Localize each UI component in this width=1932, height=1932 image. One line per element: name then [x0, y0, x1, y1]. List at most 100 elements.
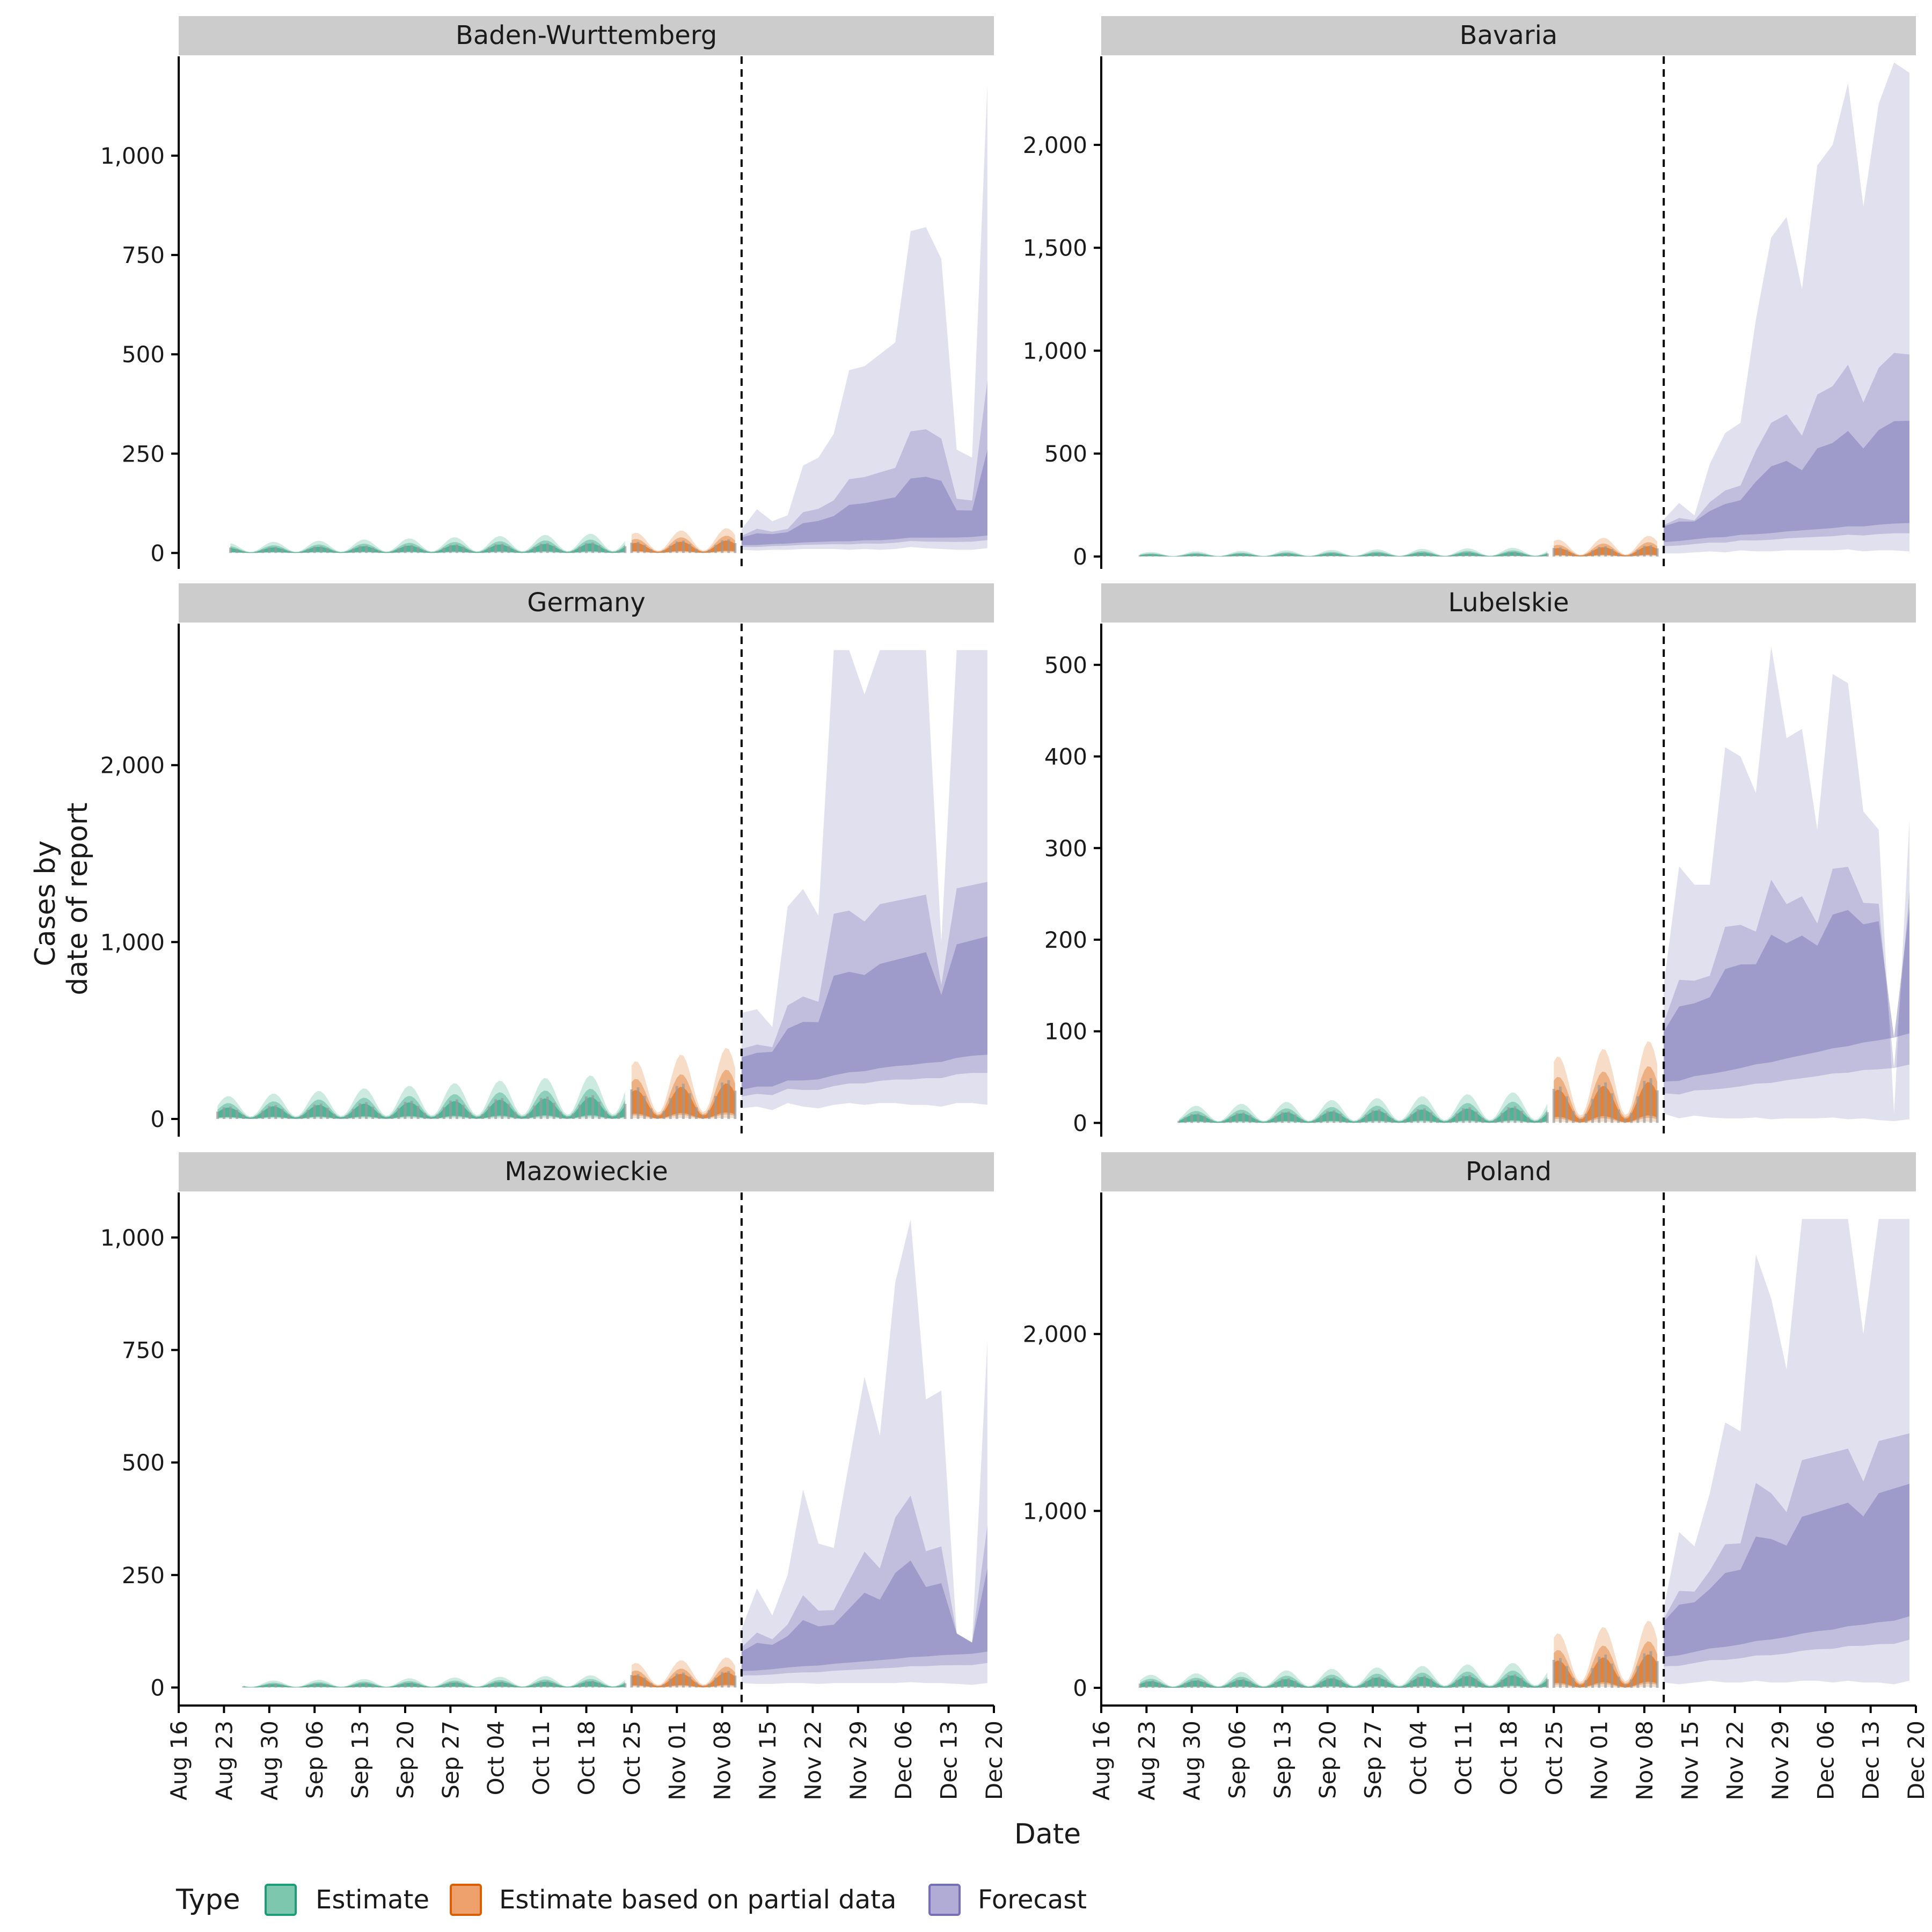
forecast-band: [741, 1495, 987, 1675]
forecast-band: [741, 882, 987, 1097]
plot-area: [1177, 646, 1909, 1123]
forecast-band: [1664, 421, 1909, 543]
forecast-band: [1664, 646, 1909, 1121]
x-tick-label: Nov 22: [800, 1721, 826, 1801]
y-tick-label: 1,000: [100, 143, 165, 169]
y-tick-label: 250: [122, 441, 165, 467]
x-tick-label: Dec 13: [1858, 1721, 1884, 1800]
y-tick-label: 500: [122, 341, 165, 368]
x-tick-label: Aug 23: [211, 1721, 237, 1801]
y-tick-label: 2,000: [1023, 1321, 1087, 1348]
x-tick-label: Oct 04: [1405, 1721, 1431, 1795]
x-tick-label: Dec 13: [936, 1721, 962, 1800]
legend-label-partial: Estimate based on partial data: [499, 1885, 896, 1915]
legend-key-partial: [450, 1884, 482, 1916]
forecast-band: [741, 84, 987, 551]
y-tick-label: 300: [1044, 835, 1087, 861]
x-tick-label: Aug 30: [257, 1721, 283, 1801]
partial-band: [1554, 536, 1658, 557]
y-tick-label: 1,000: [100, 929, 165, 955]
forecast-band: [741, 380, 987, 547]
legend-key-forecast: [928, 1884, 961, 1916]
facet-panels: Baden-Wurttemberg 0 250 500 750 1,000 Bavaria 0…: [100, 16, 1929, 1801]
panel-strip: [179, 16, 994, 55]
estimate-band: [217, 1097, 625, 1119]
x-tick-label: Oct 11: [528, 1721, 554, 1795]
x-tick-label: Sep 27: [437, 1721, 464, 1799]
y-tick-label: 500: [122, 1450, 165, 1476]
legend: Type Estimate Estimate based on partial …: [175, 1884, 1087, 1916]
y-axis-title: Cases by date of report: [30, 802, 94, 995]
x-tick-label: Oct 25: [1541, 1721, 1567, 1795]
y-tick-label: 500: [1044, 441, 1087, 467]
legend-key-estimate: [265, 1884, 297, 1916]
panel-strip: [1101, 583, 1916, 623]
y-tick-label: 0: [150, 1674, 165, 1701]
panel: Baden-Wurttemberg 0 250 500 750 1,000: [100, 16, 994, 569]
estimate-band: [243, 1681, 625, 1688]
legend-label-forecast: Forecast: [978, 1885, 1087, 1915]
partial-band: [1554, 1621, 1658, 1688]
forecast-band: [1664, 867, 1909, 1095]
x-tick-label: Nov 08: [1631, 1721, 1658, 1801]
panel-title: Bavaria: [1460, 20, 1558, 50]
forecast-band: [741, 1219, 987, 1685]
y-tick-label: 1,000: [1023, 1498, 1087, 1524]
x-tick-label: Nov 15: [1677, 1721, 1703, 1801]
panel-title: Germany: [527, 588, 646, 618]
plot-area: [242, 1219, 987, 1688]
forecast-band: [741, 936, 987, 1090]
y-tick-label: 0: [150, 1106, 165, 1132]
x-tick-label: Oct 04: [483, 1721, 509, 1795]
estimate-band: [243, 1675, 625, 1688]
forecast-band: [741, 1560, 987, 1671]
x-tick-label: Nov 22: [1722, 1721, 1748, 1801]
x-tick-label: Nov 29: [1767, 1721, 1794, 1801]
x-tick-label: Dec 06: [1812, 1721, 1839, 1800]
estimate-band: [230, 543, 625, 553]
y-tick-label: 1,000: [1023, 338, 1087, 364]
forecast-band: [1664, 1219, 1909, 1685]
y-tick-label: 750: [122, 1337, 165, 1364]
x-tick-label: Nov 29: [845, 1721, 872, 1801]
forecast-band: [1664, 1483, 1909, 1657]
y-tick-label: 1,500: [1023, 235, 1087, 261]
forecast-band: [1664, 353, 1909, 546]
y-tick-label: 100: [1044, 1019, 1087, 1045]
x-tick-label: Aug 30: [1179, 1721, 1205, 1801]
x-tick-label: Dec 20: [981, 1721, 1007, 1800]
x-tick-label: Sep 06: [1224, 1721, 1250, 1799]
x-tick-label: Aug 23: [1133, 1721, 1160, 1801]
partial-band: [631, 1048, 735, 1119]
x-tick-label: Sep 13: [1269, 1721, 1296, 1799]
x-tick-label: Oct 25: [619, 1721, 645, 1795]
y-tick-label: 2,000: [100, 752, 165, 779]
panel: Poland 0 1,000 2,000 Aug 16 Aug 23 Aug 30 Sep 0…: [1023, 1152, 1929, 1801]
y-tick-label: 0: [150, 540, 165, 566]
panel-strip: [179, 1152, 994, 1191]
y-tick-label: 2,000: [1023, 132, 1087, 158]
x-tick-label: Oct 18: [1496, 1721, 1522, 1795]
forecast-band: [1664, 908, 1909, 1082]
estimate-band: [1140, 1675, 1548, 1688]
x-tick-label: Oct 11: [1451, 1721, 1477, 1795]
estimate-band: [230, 533, 625, 553]
x-tick-label: Nov 15: [755, 1721, 781, 1801]
legend-title: Type: [175, 1884, 240, 1916]
legend-label-estimate: Estimate: [316, 1885, 429, 1915]
y-tick-label: 1,000: [100, 1225, 165, 1251]
forecast-band: [1664, 1433, 1909, 1666]
panel: Mazowieckie 0 250 500 750 1,000 Aug 16 Aug 23 Au…: [100, 1152, 1007, 1801]
forecast-band: [1664, 62, 1909, 554]
x-tick-label: Sep 27: [1360, 1721, 1386, 1799]
x-axis-title: Date: [1014, 1818, 1081, 1850]
x-tick-label: Aug 16: [1088, 1721, 1115, 1801]
x-tick-label: Nov 01: [664, 1721, 690, 1801]
plot-area: [216, 650, 987, 1119]
panel: Bavaria 0 500 1,000 1,500 2,000: [1023, 16, 1916, 570]
y-axis-title-line-1: Cases by: [30, 840, 62, 967]
forecast-band: [741, 450, 987, 545]
x-tick-label: Dec 20: [1903, 1721, 1929, 1800]
x-tick-label: Aug 16: [166, 1721, 192, 1801]
